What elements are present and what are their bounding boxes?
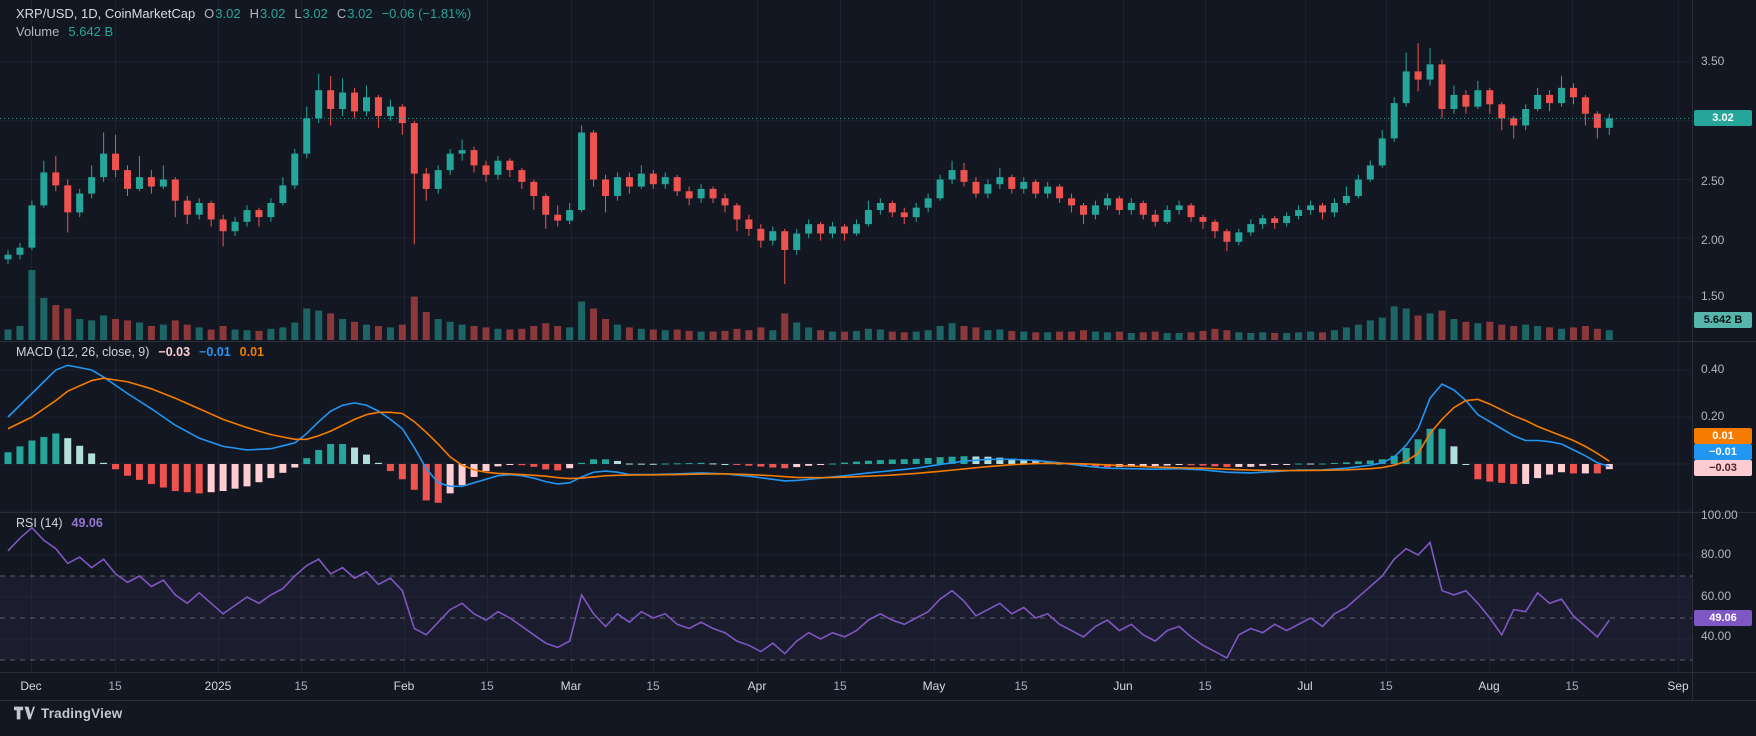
rsi-pane[interactable] [0,512,1692,672]
time-tick-label[interactable]: 15 [1565,679,1579,693]
tradingview-logo-text: TradingView [41,706,123,721]
rsi-header: RSI (14) 49.06 [16,516,103,530]
time-tick-label[interactable]: May [922,679,946,693]
tradingview-icon [14,706,35,720]
axis-tick-label: 3.50 [1701,54,1725,68]
ohlc-close: C 3.02 [337,6,373,21]
time-tick-label[interactable]: 15 [1198,679,1212,693]
axis-tick-label: 2.50 [1701,174,1725,188]
right-axis-labels: 3.50 2.50 2.00 1.50 0.40 0.20 100.00 80.00 60.00… [1692,0,1756,700]
axis-value-badge: 0.01 [1694,428,1752,444]
ohlc-open: O 3.02 [204,6,240,21]
time-tick-label[interactable]: 15 [833,679,847,693]
high-label: H [249,6,259,21]
volume-value: 5.642 B [68,24,114,39]
time-tick-label[interactable]: Jun [1113,679,1133,693]
change-value: −0.06 (−1.81%) [381,6,472,21]
rsi-value: 49.06 [71,516,103,530]
volume-label: Volume [16,24,60,39]
low-value: 3.02 [302,6,328,21]
macd-signal-value: 0.01 [239,345,265,359]
low-label: L [294,6,302,21]
rsi-title[interactable]: RSI (14) [16,516,63,530]
time-tick-label[interactable]: Jul [1297,679,1313,693]
macd-title[interactable]: MACD (12, 26, close, 9) [16,345,150,359]
open-label: O [204,6,215,21]
macd-line-value: −0.01 [199,345,231,359]
time-tick-label[interactable]: Sep [1667,679,1689,693]
axis-tick-label: 100.00 [1701,508,1738,522]
time-tick-label[interactable]: Feb [393,679,415,693]
axis-value-badge: −0.03 [1694,460,1752,476]
high-value: 3.02 [260,6,286,21]
macd-hist-value: −0.03 [158,345,191,359]
symbol-title[interactable]: XRP/USD, 1D, CoinMarketCap [16,6,196,21]
ohlc-high: H 3.02 [250,6,286,21]
close-value: 3.02 [347,6,373,21]
time-tick-label[interactable]: Apr [747,679,767,693]
axis-tick-label: 0.20 [1701,409,1725,423]
time-tick-label[interactable]: 15 [1379,679,1393,693]
macd-pane[interactable] [0,341,1692,512]
axis-value-badge: 49.06 [1694,610,1752,626]
axis-tick-label: 60.00 [1701,589,1732,603]
axis-tick-label: 2.00 [1701,233,1725,247]
price-pane[interactable] [0,0,1692,341]
time-axis-labels: Dec 15 2025 15 Feb 15 Mar 15 Apr 15 May 15 Jun 15 Jul 1… [0,672,1756,700]
macd-header: MACD (12, 26, close, 9) −0.03 −0.01 0.01 [16,345,264,359]
axis-value-badge: 3.02 [1694,110,1752,126]
time-tick-label[interactable]: 15 [294,679,308,693]
axis-value-badge: 5.642 B [1694,312,1752,328]
symbol-header: XRP/USD, 1D, CoinMarketCap O 3.02 H 3.02… [16,6,471,21]
axis-tick-label: 40.00 [1701,629,1732,643]
time-tick-label[interactable]: Mar [560,679,582,693]
axis-tick-label: 1.50 [1701,289,1725,303]
tradingview-logo-link[interactable]: TradingView [14,706,122,721]
axis-tick-label: 80.00 [1701,547,1732,561]
ohlc-low: L 3.02 [294,6,328,21]
open-value: 3.02 [215,6,241,21]
time-tick-label[interactable]: 15 [480,679,494,693]
axis-value-badge: −0.01 [1694,444,1752,460]
time-tick-label[interactable]: 15 [108,679,122,693]
time-tick-label[interactable]: 2025 [204,679,232,693]
time-tick-label[interactable]: 15 [646,679,660,693]
axis-tick-label: 0.40 [1701,362,1725,376]
time-tick-label[interactable]: 15 [1014,679,1028,693]
time-tick-label[interactable]: Dec [20,679,42,693]
volume-header: Volume 5.642 B [16,24,113,39]
time-tick-label[interactable]: Aug [1478,679,1500,693]
close-label: C [336,6,347,21]
